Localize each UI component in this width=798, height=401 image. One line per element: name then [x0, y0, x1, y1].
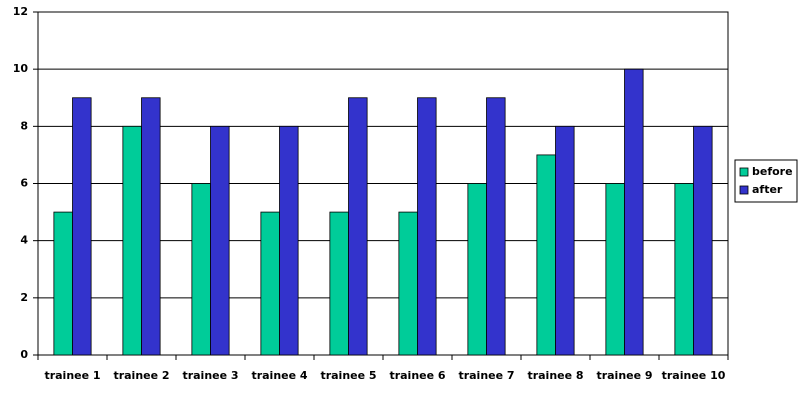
- y-tick-label: 12: [13, 5, 28, 18]
- bar: [605, 183, 625, 356]
- bar: [260, 211, 280, 356]
- x-tick-label: trainee 9: [596, 369, 652, 382]
- y-tick-label: 10: [13, 62, 29, 75]
- bar: [53, 211, 73, 356]
- bar: [624, 68, 644, 356]
- x-tick-label: trainee 10: [662, 369, 726, 382]
- bar: [122, 125, 142, 356]
- x-tick-label: trainee 7: [458, 369, 514, 382]
- bar: [141, 97, 161, 356]
- y-tick-label: 2: [20, 291, 28, 304]
- bar: [329, 211, 349, 356]
- bar: [417, 97, 437, 356]
- y-tick-label: 6: [20, 177, 28, 190]
- bar: [191, 183, 211, 356]
- bar: [555, 125, 575, 356]
- bar: [693, 125, 713, 356]
- x-tick-label: trainee 8: [527, 369, 583, 382]
- legend-swatch: [739, 167, 749, 177]
- y-tick-label: 8: [20, 119, 28, 132]
- x-tick-label: trainee 1: [44, 369, 100, 382]
- legend-swatch: [739, 185, 749, 195]
- bar: [348, 97, 368, 356]
- x-tick-label: trainee 6: [389, 369, 445, 382]
- bar: [210, 125, 230, 356]
- bar: [467, 183, 487, 356]
- legend-box: [734, 159, 798, 203]
- legend-label: before: [752, 165, 793, 178]
- y-tick-label: 0: [20, 348, 28, 361]
- bar: [674, 183, 694, 356]
- x-tick-label: trainee 3: [182, 369, 238, 382]
- legend-label: after: [752, 183, 783, 196]
- bar: [536, 154, 556, 356]
- y-tick-label: 4: [20, 234, 28, 247]
- bar: [279, 125, 299, 356]
- bar: [398, 211, 418, 356]
- x-tick-label: trainee 4: [251, 369, 307, 382]
- bar: [72, 97, 92, 356]
- x-tick-label: trainee 2: [113, 369, 169, 382]
- x-tick-label: trainee 5: [320, 369, 376, 382]
- bar: [486, 97, 506, 356]
